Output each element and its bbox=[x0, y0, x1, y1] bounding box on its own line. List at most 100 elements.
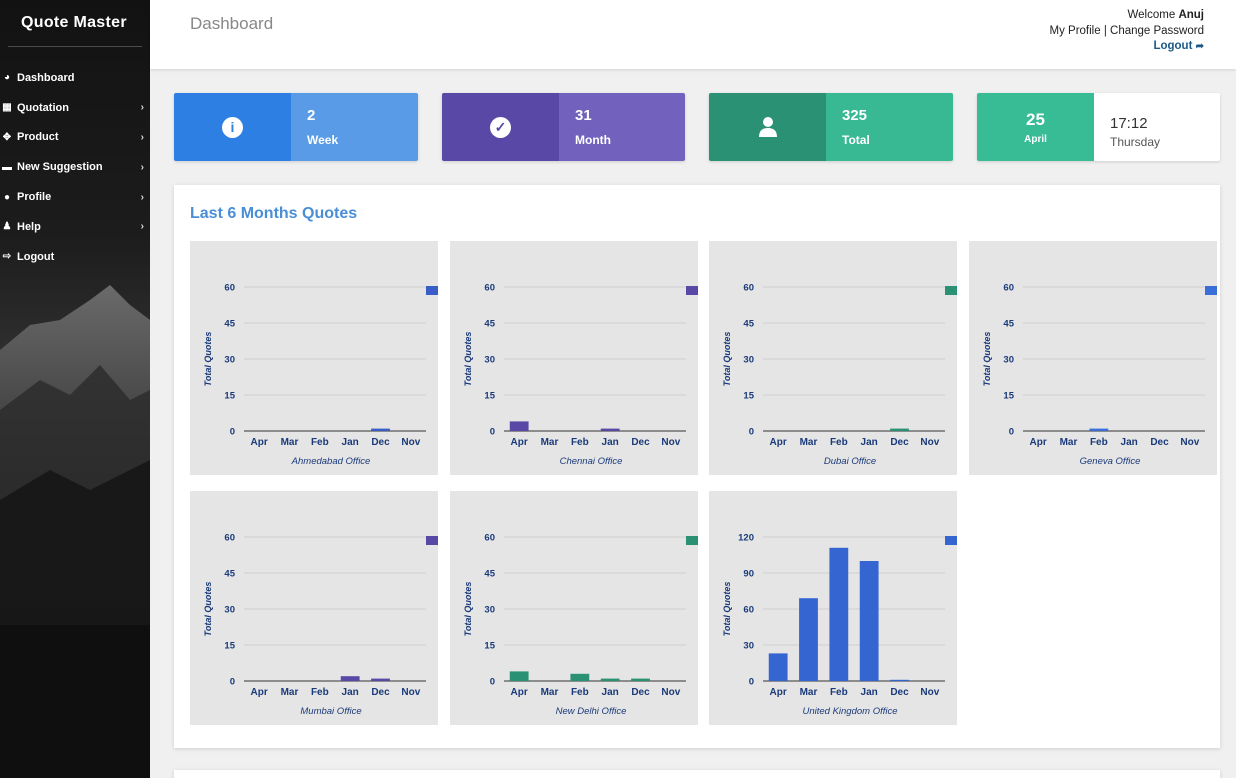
logout-link[interactable]: Logout ➦ bbox=[1050, 39, 1204, 55]
x-tick-label: Jan bbox=[342, 437, 359, 448]
my-profile-link[interactable]: My Profile bbox=[1049, 24, 1101, 37]
y-axis-label: Total Quotes bbox=[722, 582, 732, 637]
stat-icon-area: ✓ bbox=[442, 93, 559, 161]
x-tick-label: Jan bbox=[1121, 437, 1138, 448]
sidebar-item-help[interactable]: ♟ Help › bbox=[0, 212, 150, 242]
y-axis-label: Total Quotes bbox=[203, 582, 213, 637]
sidebar-item-label: Quotation bbox=[17, 101, 69, 114]
x-tick-label: Dec bbox=[631, 687, 650, 698]
legend-swatch bbox=[686, 286, 698, 295]
y-tick-label: 30 bbox=[743, 355, 754, 366]
x-tick-label: Feb bbox=[311, 437, 329, 448]
chart-svg: 0 15 30 45 60 Apr Mar Feb Jan Dec Nov Total Quotes M… bbox=[203, 533, 438, 717]
x-tick-label: Apr bbox=[251, 437, 268, 448]
x-tick-label: Mar bbox=[800, 687, 818, 698]
y-axis-label: Total Quotes bbox=[722, 332, 732, 387]
bar bbox=[631, 678, 650, 681]
y-tick-label: 0 bbox=[490, 427, 495, 438]
chart-svg: 0 15 30 45 60 Apr Mar Feb Jan Dec Nov Total Quotes D… bbox=[722, 283, 957, 467]
y-tick-label: 0 bbox=[230, 427, 235, 438]
chart-mumbai-office: 0 15 30 45 60 Apr Mar Feb Jan Dec Nov Total Quotes M… bbox=[190, 491, 438, 725]
sidebar-item-dashboard[interactable]: ◕ Dashboard bbox=[0, 63, 150, 93]
y-tick-label: 60 bbox=[1003, 283, 1014, 294]
y-tick-label: 15 bbox=[743, 391, 754, 402]
change-password-link[interactable]: Change Password bbox=[1110, 24, 1204, 37]
y-tick-label: 30 bbox=[484, 355, 495, 366]
date-area: 25 April bbox=[977, 93, 1094, 161]
sidebar-item-label: New Suggestion bbox=[17, 161, 103, 174]
legend-swatch bbox=[426, 536, 438, 545]
x-tick-label: Mar bbox=[800, 437, 818, 448]
x-tick-label: Jan bbox=[861, 437, 878, 448]
info-icon: i bbox=[222, 116, 243, 138]
x-tick-label: Mar bbox=[541, 687, 559, 698]
chart-geneva-office: 0 15 30 45 60 Apr Mar Feb Jan Dec Nov Total Quotes G… bbox=[969, 241, 1217, 475]
sidebar-item-new-suggestion[interactable]: ▬ New Suggestion › bbox=[0, 152, 150, 182]
page-title: Dashboard bbox=[190, 14, 274, 33]
x-tick-label: Mar bbox=[281, 437, 299, 448]
chart-united-kingdom-office: 0 30 60 90 120 Apr Mar Feb Jan Dec Nov Total Quotes… bbox=[709, 491, 957, 725]
sidebar-item-profile[interactable]: ● Profile › bbox=[0, 182, 150, 212]
date-month: April bbox=[1024, 133, 1047, 145]
quotes-panel: Last 6 Months Quotes 0 15 30 45 60 Apr Mar Feb J… bbox=[174, 185, 1220, 748]
chart-svg: 0 30 60 90 120 Apr Mar Feb Jan Dec Nov Total Quotes… bbox=[722, 533, 957, 717]
logout-icon: ➦ bbox=[1195, 41, 1204, 52]
chevron-right-icon: › bbox=[140, 161, 144, 173]
x-tick-label: Jan bbox=[602, 437, 619, 448]
chart-title: Geneva Office bbox=[1080, 456, 1141, 467]
x-tick-label: Mar bbox=[281, 687, 299, 698]
y-tick-label: 60 bbox=[484, 533, 495, 544]
chart-new-delhi-office: 0 15 30 45 60 Apr Mar Feb Jan Dec Nov Total Quotes N… bbox=[450, 491, 698, 725]
bar bbox=[371, 678, 390, 681]
chart-svg: 0 15 30 45 60 Apr Mar Feb Jan Dec Nov Total Quotes N… bbox=[463, 533, 698, 717]
chart-title: Chennai Office bbox=[560, 456, 623, 467]
x-tick-label: Jan bbox=[602, 687, 619, 698]
user-box: Welcome Anuj My Profile | Change Passwor… bbox=[1050, 8, 1205, 55]
x-tick-label: Mar bbox=[541, 437, 559, 448]
bar bbox=[1089, 428, 1109, 431]
x-tick-label: Dec bbox=[1150, 437, 1169, 448]
help-icon: ♟ bbox=[2, 221, 12, 233]
chevron-right-icon: › bbox=[140, 131, 144, 143]
stat-text-area: 2 Week bbox=[291, 93, 418, 161]
bar bbox=[340, 676, 360, 681]
bar bbox=[799, 598, 818, 681]
product-icon: ✥ bbox=[2, 131, 12, 143]
stat-icon-area bbox=[709, 93, 826, 161]
chart-ahmedabad-office: 0 15 30 45 60 Apr Mar Feb Jan Dec Nov Total Quotes A… bbox=[190, 241, 438, 475]
chart-title: United Kingdom Office bbox=[802, 706, 897, 717]
stat-label: Total bbox=[842, 133, 870, 147]
bar bbox=[859, 561, 879, 681]
x-tick-label: Nov bbox=[401, 437, 420, 448]
grid-icon: ▦ bbox=[2, 102, 12, 114]
time-value: 17:12 bbox=[1110, 115, 1148, 132]
y-tick-label: 60 bbox=[224, 533, 235, 544]
chevron-right-icon: › bbox=[140, 221, 144, 233]
x-tick-label: Nov bbox=[920, 687, 939, 698]
y-tick-label: 45 bbox=[484, 569, 495, 580]
sidebar-item-quotation[interactable]: ▦ Quotation › bbox=[0, 93, 150, 123]
chart-dubai-office: 0 15 30 45 60 Apr Mar Feb Jan Dec Nov Total Quotes D… bbox=[709, 241, 957, 475]
brand-divider bbox=[8, 46, 142, 47]
sidebar-item-product[interactable]: ✥ Product › bbox=[0, 123, 150, 153]
x-tick-label: Dec bbox=[890, 437, 909, 448]
y-tick-label: 30 bbox=[224, 605, 235, 616]
x-tick-label: Dec bbox=[371, 437, 390, 448]
check-circle-icon: ✓ bbox=[490, 116, 511, 138]
x-tick-label: Feb bbox=[571, 687, 589, 698]
chart-title: New Delhi Office bbox=[556, 706, 627, 717]
stat-value: 2 bbox=[307, 107, 316, 124]
brand-title[interactable]: Quote Master bbox=[21, 14, 127, 31]
x-tick-label: Nov bbox=[401, 687, 420, 698]
x-tick-label: Jan bbox=[342, 687, 359, 698]
y-tick-label: 15 bbox=[484, 641, 495, 652]
chart-svg: 0 15 30 45 60 Apr Mar Feb Jan Dec Nov Total Quotes A… bbox=[203, 283, 438, 467]
y-tick-label: 60 bbox=[484, 283, 495, 294]
y-tick-label: 0 bbox=[749, 677, 754, 688]
y-axis-label: Total Quotes bbox=[203, 332, 213, 387]
chart-title: Ahmedabad Office bbox=[291, 456, 371, 467]
time-area: 17:12 Thursday bbox=[1094, 93, 1220, 161]
y-tick-label: 30 bbox=[224, 355, 235, 366]
y-tick-label: 0 bbox=[749, 427, 754, 438]
sidebar-item-logout[interactable]: ⇨ Logout bbox=[0, 242, 150, 272]
